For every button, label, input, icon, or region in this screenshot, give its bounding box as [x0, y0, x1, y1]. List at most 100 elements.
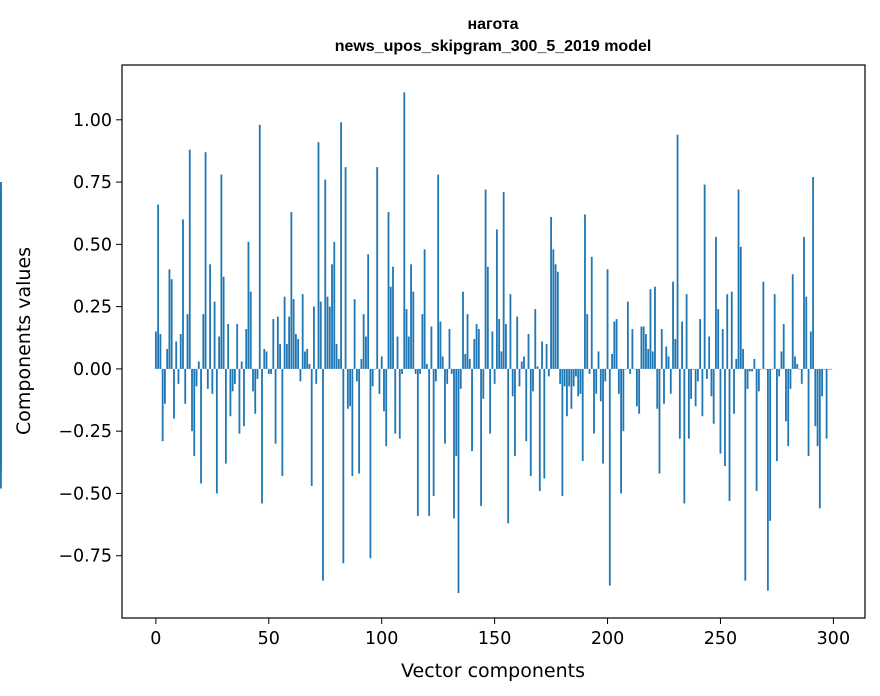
bar-175 [550, 216, 552, 369]
bar-257 [735, 358, 738, 369]
x-tick-label: 150 [478, 629, 511, 649]
bar-243 [703, 184, 706, 369]
bar-7 [170, 279, 173, 369]
bar-120 [425, 363, 428, 369]
bar-158 [511, 368, 514, 397]
bar-3 [161, 368, 164, 442]
bar-39 [243, 368, 245, 427]
bar-20 [200, 368, 202, 484]
bar-59 [288, 316, 291, 369]
bar-208 [624, 368, 627, 370]
bar-187 [577, 368, 580, 397]
bar-180 [561, 368, 564, 496]
bar-141 [473, 339, 476, 369]
bar-84 [344, 167, 347, 369]
bar-35 [234, 368, 236, 384]
bar-271 [766, 368, 769, 591]
y-tick-label: 0.50 [73, 235, 112, 255]
bar-261 [744, 368, 747, 581]
bar-219 [649, 289, 652, 369]
bar-23 [206, 368, 209, 389]
bar-170 [538, 368, 541, 491]
bar-73 [319, 301, 322, 369]
bar-70 [313, 306, 315, 369]
bar-67 [306, 348, 309, 369]
bar-78 [331, 264, 333, 369]
bar-193 [590, 256, 593, 369]
bar-95 [369, 368, 372, 559]
bar-22 [204, 152, 207, 369]
bar-15 [188, 149, 191, 369]
bar-18 [195, 368, 198, 387]
bar-182 [565, 368, 568, 417]
bar-26 [213, 301, 216, 369]
bar-291 [812, 177, 814, 369]
bar-159 [514, 368, 516, 457]
bar-227 [667, 356, 670, 369]
bar-207 [622, 368, 625, 432]
bar-249 [717, 309, 720, 369]
bar-206 [620, 368, 622, 494]
bar-235 [685, 294, 688, 369]
bar-139 [468, 358, 471, 369]
bar-223 [658, 368, 661, 474]
bar-201 [608, 368, 611, 586]
bar-86 [349, 368, 351, 407]
bar-137 [464, 353, 467, 369]
bar-181 [563, 368, 566, 387]
bar-147 [486, 266, 489, 369]
bar-298 [827, 368, 830, 370]
bar-163 [523, 356, 525, 369]
bar-115 [414, 368, 417, 374]
bar-252 [724, 368, 726, 467]
bar-293 [816, 368, 819, 447]
bar-179 [559, 368, 562, 384]
bar-279 [785, 368, 787, 422]
bar-204 [615, 319, 618, 369]
bar-9 [175, 341, 178, 369]
bar-29 [220, 174, 223, 369]
bar-214 [638, 368, 641, 414]
bar-295 [821, 368, 823, 397]
bar-288 [805, 296, 808, 369]
bar-61 [292, 299, 295, 369]
bar-290 [809, 331, 812, 369]
y-tick-label: 0.25 [73, 298, 112, 318]
bar-64 [299, 368, 302, 382]
bar-128 [444, 368, 446, 444]
bar-246 [710, 368, 713, 397]
bar-200 [606, 269, 609, 369]
y-tick-label: 1.00 [73, 111, 112, 131]
bar-212 [633, 368, 636, 370]
bar-278 [782, 324, 785, 369]
bar-217 [645, 334, 647, 369]
bar-156 [507, 368, 510, 524]
bar-43 [252, 368, 254, 392]
bar-110 [403, 92, 406, 369]
chart-title-line-2: news_upos_skipgram_300_5_2019 model [335, 38, 652, 55]
bar-185 [572, 368, 575, 387]
bar-1 [157, 204, 160, 369]
bar-273 [771, 368, 774, 370]
bar-74 [322, 368, 324, 581]
y-axis-ticks: −0.75 −0.50 −0.25 0.00 0.25 0.50 0.75 1.00 [58, 111, 122, 567]
bar-203 [613, 321, 616, 369]
bar-48 [263, 348, 266, 369]
bar-10 [177, 368, 180, 384]
bar-177 [554, 264, 557, 369]
bar-90 [358, 368, 361, 474]
bars-group [0, 92, 833, 594]
bar-13 [184, 368, 187, 404]
bar-224 [660, 329, 663, 369]
bar-12 [182, 219, 184, 369]
plot-frame [121, 64, 866, 619]
bar-267 [757, 368, 760, 392]
bar-205 [617, 368, 620, 394]
bar-230 [674, 339, 677, 369]
bar-118 [421, 314, 424, 369]
bar-188 [579, 368, 582, 394]
bar-194 [593, 368, 595, 434]
bar-173 [545, 343, 548, 369]
bar-82 [340, 122, 342, 369]
bar-164 [525, 368, 528, 442]
